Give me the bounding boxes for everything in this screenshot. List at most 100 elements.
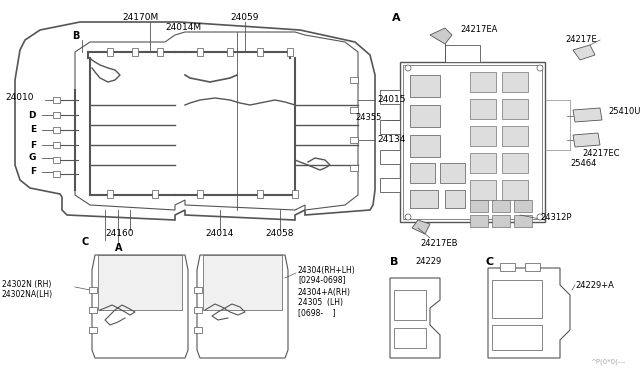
Text: F: F	[30, 141, 36, 150]
Text: 24217EB: 24217EB	[420, 238, 458, 247]
Text: A: A	[115, 243, 122, 253]
Bar	[445, 45, 480, 62]
Bar	[492, 200, 510, 212]
Bar	[257, 190, 263, 198]
Bar	[470, 215, 488, 227]
Text: 24305  (LH): 24305 (LH)	[298, 298, 343, 308]
Text: 24170M: 24170M	[122, 13, 158, 22]
Bar	[53, 127, 60, 133]
Bar	[410, 190, 438, 208]
Bar	[380, 120, 400, 134]
Bar	[292, 190, 298, 198]
Polygon shape	[92, 255, 188, 358]
Bar	[400, 62, 545, 222]
Polygon shape	[390, 278, 440, 358]
Bar	[53, 142, 60, 148]
Bar	[410, 75, 440, 97]
Bar	[350, 165, 358, 171]
Polygon shape	[430, 28, 452, 44]
Polygon shape	[573, 45, 595, 60]
Bar	[502, 180, 528, 200]
Bar	[53, 157, 60, 163]
Bar	[410, 135, 440, 157]
Text: G: G	[29, 154, 36, 163]
Bar	[107, 48, 113, 56]
Bar	[350, 107, 358, 113]
Text: 24217E: 24217E	[565, 35, 596, 45]
Text: 24355: 24355	[355, 113, 381, 122]
Text: 24014M: 24014M	[165, 23, 201, 32]
Bar	[98, 255, 182, 310]
Bar	[492, 215, 510, 227]
Bar	[89, 327, 97, 333]
Bar	[440, 163, 465, 183]
Bar	[157, 48, 163, 56]
Text: D: D	[29, 110, 36, 119]
Bar	[194, 307, 202, 313]
Text: 25464: 25464	[570, 158, 596, 167]
Bar	[502, 99, 528, 119]
Bar	[502, 126, 528, 146]
Text: 24312P: 24312P	[540, 214, 572, 222]
Bar	[410, 163, 435, 183]
Text: B: B	[390, 257, 398, 267]
Circle shape	[537, 214, 543, 220]
Text: 24058: 24058	[265, 230, 294, 238]
Bar	[394, 328, 426, 348]
Bar	[525, 263, 540, 271]
Bar	[470, 200, 488, 212]
Bar	[500, 263, 515, 271]
Text: 24134: 24134	[377, 135, 405, 144]
Bar	[403, 65, 542, 219]
Polygon shape	[412, 220, 430, 234]
Bar	[514, 200, 532, 212]
Bar	[470, 153, 496, 173]
Text: 24059: 24059	[230, 13, 259, 22]
Bar	[89, 307, 97, 313]
Polygon shape	[573, 133, 600, 147]
Bar	[227, 48, 233, 56]
Text: 24160: 24160	[105, 230, 134, 238]
Bar	[470, 180, 496, 200]
Bar	[152, 190, 158, 198]
Bar	[514, 215, 532, 227]
Bar	[502, 72, 528, 92]
Bar	[350, 77, 358, 83]
Text: 25410U: 25410U	[608, 108, 640, 116]
Polygon shape	[488, 268, 570, 358]
Bar	[410, 105, 440, 127]
Text: B: B	[72, 31, 80, 41]
Text: 24015: 24015	[377, 96, 406, 105]
Bar	[53, 171, 60, 177]
Polygon shape	[573, 108, 602, 122]
Bar	[492, 280, 542, 318]
Bar	[197, 190, 203, 198]
Bar	[132, 48, 138, 56]
Text: C: C	[485, 257, 493, 267]
Text: A: A	[392, 13, 401, 23]
Bar	[470, 126, 496, 146]
Text: 24304(RH+LH): 24304(RH+LH)	[298, 266, 356, 275]
Text: ^P(0*0(---: ^P(0*0(---	[590, 359, 625, 365]
Bar	[194, 327, 202, 333]
Bar	[380, 178, 400, 192]
Circle shape	[405, 214, 411, 220]
Bar	[53, 112, 60, 118]
Bar	[194, 287, 202, 293]
Text: C: C	[82, 237, 89, 247]
Text: 24217EC: 24217EC	[582, 148, 620, 157]
Bar	[380, 150, 400, 164]
Bar	[445, 190, 465, 208]
Text: 24302NA(LH): 24302NA(LH)	[2, 291, 53, 299]
Circle shape	[405, 65, 411, 71]
Circle shape	[537, 65, 543, 71]
Text: 24010: 24010	[5, 93, 33, 103]
Bar	[394, 290, 426, 320]
Bar	[197, 48, 203, 56]
Text: [0294-0698]: [0294-0698]	[298, 276, 346, 285]
Text: F: F	[30, 167, 36, 176]
Bar	[470, 72, 496, 92]
Text: 24304+A(RH): 24304+A(RH)	[298, 289, 351, 298]
Text: 24302N (RH): 24302N (RH)	[2, 280, 51, 289]
Bar	[53, 97, 60, 103]
